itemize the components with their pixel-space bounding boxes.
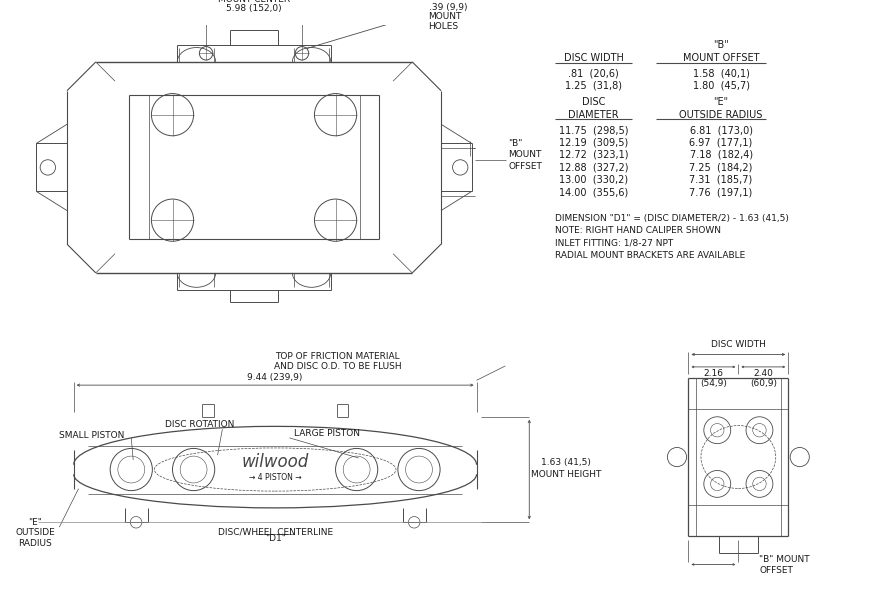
- Text: 1.63 (41,5): 1.63 (41,5): [541, 458, 591, 467]
- Text: 11.75  (298,5): 11.75 (298,5): [559, 125, 628, 135]
- Text: 9.44 (239,9): 9.44 (239,9): [248, 373, 303, 382]
- Text: "B": "B": [508, 139, 522, 148]
- Text: .81  (20,6): .81 (20,6): [568, 68, 619, 78]
- Text: TOP OF FRICTION MATERIAL: TOP OF FRICTION MATERIAL: [275, 352, 400, 361]
- Text: MOUNT: MOUNT: [429, 13, 462, 22]
- Text: 2.16: 2.16: [704, 369, 724, 378]
- Text: DISC/WHEEL CENTERLINE: DISC/WHEEL CENTERLINE: [218, 527, 332, 536]
- Text: OFFSET: OFFSET: [760, 565, 794, 574]
- Text: SMALL PISTON: SMALL PISTON: [60, 431, 125, 440]
- Text: DISC WIDTH: DISC WIDTH: [564, 53, 624, 63]
- Text: MOUNT CENTER: MOUNT CENTER: [218, 0, 290, 4]
- Text: DISC: DISC: [582, 97, 605, 107]
- Text: MOUNT OFFSET: MOUNT OFFSET: [682, 53, 760, 63]
- Text: 12.19  (309,5): 12.19 (309,5): [559, 138, 628, 147]
- Text: OUTSIDE RADIUS: OUTSIDE RADIUS: [679, 110, 763, 120]
- Text: 6.81  (173,0): 6.81 (173,0): [690, 125, 752, 135]
- Text: DIMENSION "D1" = (DISC DIAMETER/2) - 1.63 (41,5): DIMENSION "D1" = (DISC DIAMETER/2) - 1.6…: [555, 214, 789, 223]
- Text: DISC ROTATION: DISC ROTATION: [164, 420, 234, 429]
- Text: NOTE: RIGHT HAND CALIPER SHOWN: NOTE: RIGHT HAND CALIPER SHOWN: [555, 226, 721, 235]
- Text: OUTSIDE: OUTSIDE: [16, 528, 55, 537]
- Text: DIAMETER: DIAMETER: [568, 110, 619, 120]
- Text: "E": "E": [28, 518, 42, 527]
- Text: 7.18  (182,4): 7.18 (182,4): [690, 150, 752, 160]
- Text: 7.31  (185,7): 7.31 (185,7): [690, 175, 752, 185]
- Text: 12.88  (327,2): 12.88 (327,2): [559, 162, 628, 173]
- Text: LARGE PISTON: LARGE PISTON: [294, 428, 360, 438]
- Text: RADIAL MOUNT BRACKETS ARE AVAILABLE: RADIAL MOUNT BRACKETS ARE AVAILABLE: [555, 251, 746, 260]
- Text: 13.00  (330,2): 13.00 (330,2): [559, 175, 628, 185]
- Text: OFFSET: OFFSET: [508, 162, 542, 171]
- Text: 14.00  (355,6): 14.00 (355,6): [559, 187, 628, 197]
- Text: 1.25  (31,8): 1.25 (31,8): [565, 81, 622, 91]
- Text: → 4 PISTON →: → 4 PISTON →: [248, 473, 302, 482]
- Text: 1.80  (45,7): 1.80 (45,7): [693, 81, 750, 91]
- Text: 7.76  (197,1): 7.76 (197,1): [690, 187, 752, 197]
- Text: 12.72  (323,1): 12.72 (323,1): [559, 150, 628, 160]
- Text: AND DISC O.D. TO BE FLUSH: AND DISC O.D. TO BE FLUSH: [274, 362, 402, 371]
- Text: (60,9): (60,9): [750, 379, 777, 388]
- Text: 7.25  (184,2): 7.25 (184,2): [690, 162, 752, 173]
- Text: "E": "E": [713, 97, 729, 107]
- Text: wilwood: wilwood: [242, 453, 309, 471]
- Text: "B": "B": [713, 40, 729, 50]
- Text: 2.40: 2.40: [753, 369, 774, 378]
- Text: 6.97  (177,1): 6.97 (177,1): [690, 138, 752, 147]
- Text: 1.58  (40,1): 1.58 (40,1): [693, 68, 750, 78]
- Text: HOLES: HOLES: [429, 22, 458, 31]
- Text: 5.98 (152,0): 5.98 (152,0): [227, 4, 282, 13]
- Text: MOUNT: MOUNT: [508, 150, 542, 159]
- Text: MOUNT HEIGHT: MOUNT HEIGHT: [530, 470, 601, 479]
- Text: "B" MOUNT: "B" MOUNT: [760, 555, 810, 564]
- Text: RADIUS: RADIUS: [18, 539, 52, 548]
- Text: INLET FITTING: 1/8-27 NPT: INLET FITTING: 1/8-27 NPT: [555, 238, 674, 248]
- Text: (54,9): (54,9): [700, 379, 727, 388]
- Text: DISC WIDTH: DISC WIDTH: [710, 340, 766, 349]
- Text: .39 (9,9): .39 (9,9): [429, 3, 467, 12]
- Text: "D1": "D1": [265, 534, 285, 543]
